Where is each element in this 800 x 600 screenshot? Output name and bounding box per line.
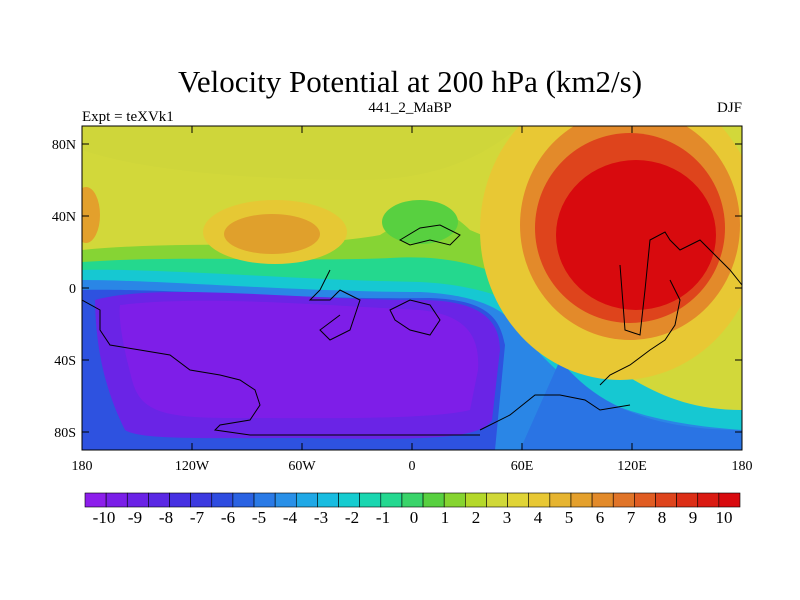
colorbar: [84, 492, 741, 508]
colorbar-swatch: [570, 492, 593, 508]
colorbar-label: 7: [627, 508, 636, 527]
x-tick-label: 180: [72, 459, 93, 474]
x-tick-label: 0: [409, 459, 416, 474]
colorbar-label: 0: [410, 508, 419, 527]
season-label: DJF: [717, 100, 742, 116]
colorbar-label: -2: [345, 508, 359, 527]
colorbar-swatch: [359, 492, 382, 508]
colorbar-label: -10: [93, 508, 116, 527]
colorbar-label: 5: [565, 508, 574, 527]
colorbar-swatch: [486, 492, 508, 508]
colorbar-swatch: [718, 492, 741, 508]
y-tick-label: 0: [69, 282, 76, 297]
coast-europe: [398, 224, 461, 246]
colorbar-swatch: [211, 492, 234, 508]
x-tick-label: 180: [732, 459, 753, 474]
colorbar-swatch: [465, 492, 487, 508]
coast-australia: [599, 279, 681, 386]
colorbar-swatch: [401, 492, 424, 508]
colorbar-label: -1: [376, 508, 390, 527]
colorbar-swatch: [591, 492, 614, 508]
contour-field: [82, 126, 742, 450]
field-nw-orange: [82, 187, 100, 243]
field-atlantic-green: [382, 200, 458, 244]
colorbar-swatch: [507, 492, 530, 508]
colorbar-label: 9: [689, 508, 698, 527]
colorbar-swatch: [612, 492, 635, 508]
field-north-band: [82, 126, 520, 180]
colorbar-swatch: [380, 492, 403, 508]
colorbar-label: 8: [658, 508, 667, 527]
colorbar-swatch: [443, 492, 466, 508]
colorbar-label: 10: [716, 508, 733, 527]
coast-africa: [389, 299, 441, 336]
colorbar-swatch: [253, 492, 276, 508]
colorbar-swatch: [697, 492, 720, 508]
y-tick-label: 80N: [52, 138, 76, 153]
colorbar-label: -9: [128, 508, 142, 527]
coast-antarctica: [479, 394, 631, 431]
y-axis-ticks: 80N 40N 0 40S 80S: [52, 138, 742, 441]
run-label: 441_2_MaBP: [368, 100, 451, 116]
colorbar-label: 2: [472, 508, 481, 527]
field-purple-core: [119, 300, 479, 419]
coast-asia: [619, 231, 742, 336]
colorbar-swatch: [232, 492, 255, 508]
x-tick-label: 120E: [617, 459, 647, 474]
colorbar-swatch: [105, 492, 128, 508]
colorbar-swatch: [169, 492, 191, 508]
colorbar-label: -5: [252, 508, 266, 527]
field-asia-red-core: [556, 160, 716, 310]
y-tick-label: 40S: [54, 354, 76, 369]
colorbar-swatch: [148, 492, 170, 508]
colorbar-label: -3: [314, 508, 328, 527]
y-tick-label: 40N: [52, 210, 76, 225]
colorbar-swatch: [274, 492, 297, 508]
coast-americas: [82, 299, 480, 436]
colorbar-label: 6: [596, 508, 605, 527]
colorbar-swatch: [126, 492, 149, 508]
colorbar-swatch: [528, 492, 551, 508]
colorbar-label: -6: [221, 508, 235, 527]
colorbar-label: -8: [159, 508, 173, 527]
colorbar-swatch: [295, 492, 318, 508]
colorbar-swatch: [655, 492, 677, 508]
coast-central: [308, 269, 361, 341]
y-tick-label: 80S: [54, 426, 76, 441]
colorbar-labels: -10 -9 -8 -7 -6 -5 -4 -3 -2 -1 0 1 2 3 4 5 6 7 8 9 10: [93, 508, 733, 527]
colorbar-swatch: [676, 492, 699, 508]
colorbar-label: 1: [441, 508, 450, 527]
coastlines: [82, 224, 742, 436]
chart-title: Velocity Potential at 200 hPa (km2/s): [178, 64, 642, 99]
field-pacific-orange: [224, 214, 320, 254]
colorbar-label: 3: [503, 508, 512, 527]
experiment-label: Expt = teXVk1: [82, 109, 174, 125]
x-axis-ticks: 180 120W 60W 0 60E 120E 180: [72, 126, 753, 474]
colorbar-swatch: [422, 492, 445, 508]
colorbar-swatch: [549, 492, 572, 508]
x-tick-label: 60W: [288, 459, 316, 474]
colorbar-swatch: [338, 492, 360, 508]
colorbar-label: -7: [190, 508, 205, 527]
colorbar-swatch: [634, 492, 656, 508]
colorbar-swatch: [317, 492, 339, 508]
colorbar-label: -4: [283, 508, 298, 527]
colorbar-swatch: [190, 492, 213, 508]
field-se-blue: [520, 360, 742, 450]
x-tick-label: 60E: [511, 459, 534, 474]
colorbar-swatch: [84, 492, 107, 508]
x-tick-label: 120W: [175, 459, 210, 474]
colorbar-label: 4: [534, 508, 543, 527]
